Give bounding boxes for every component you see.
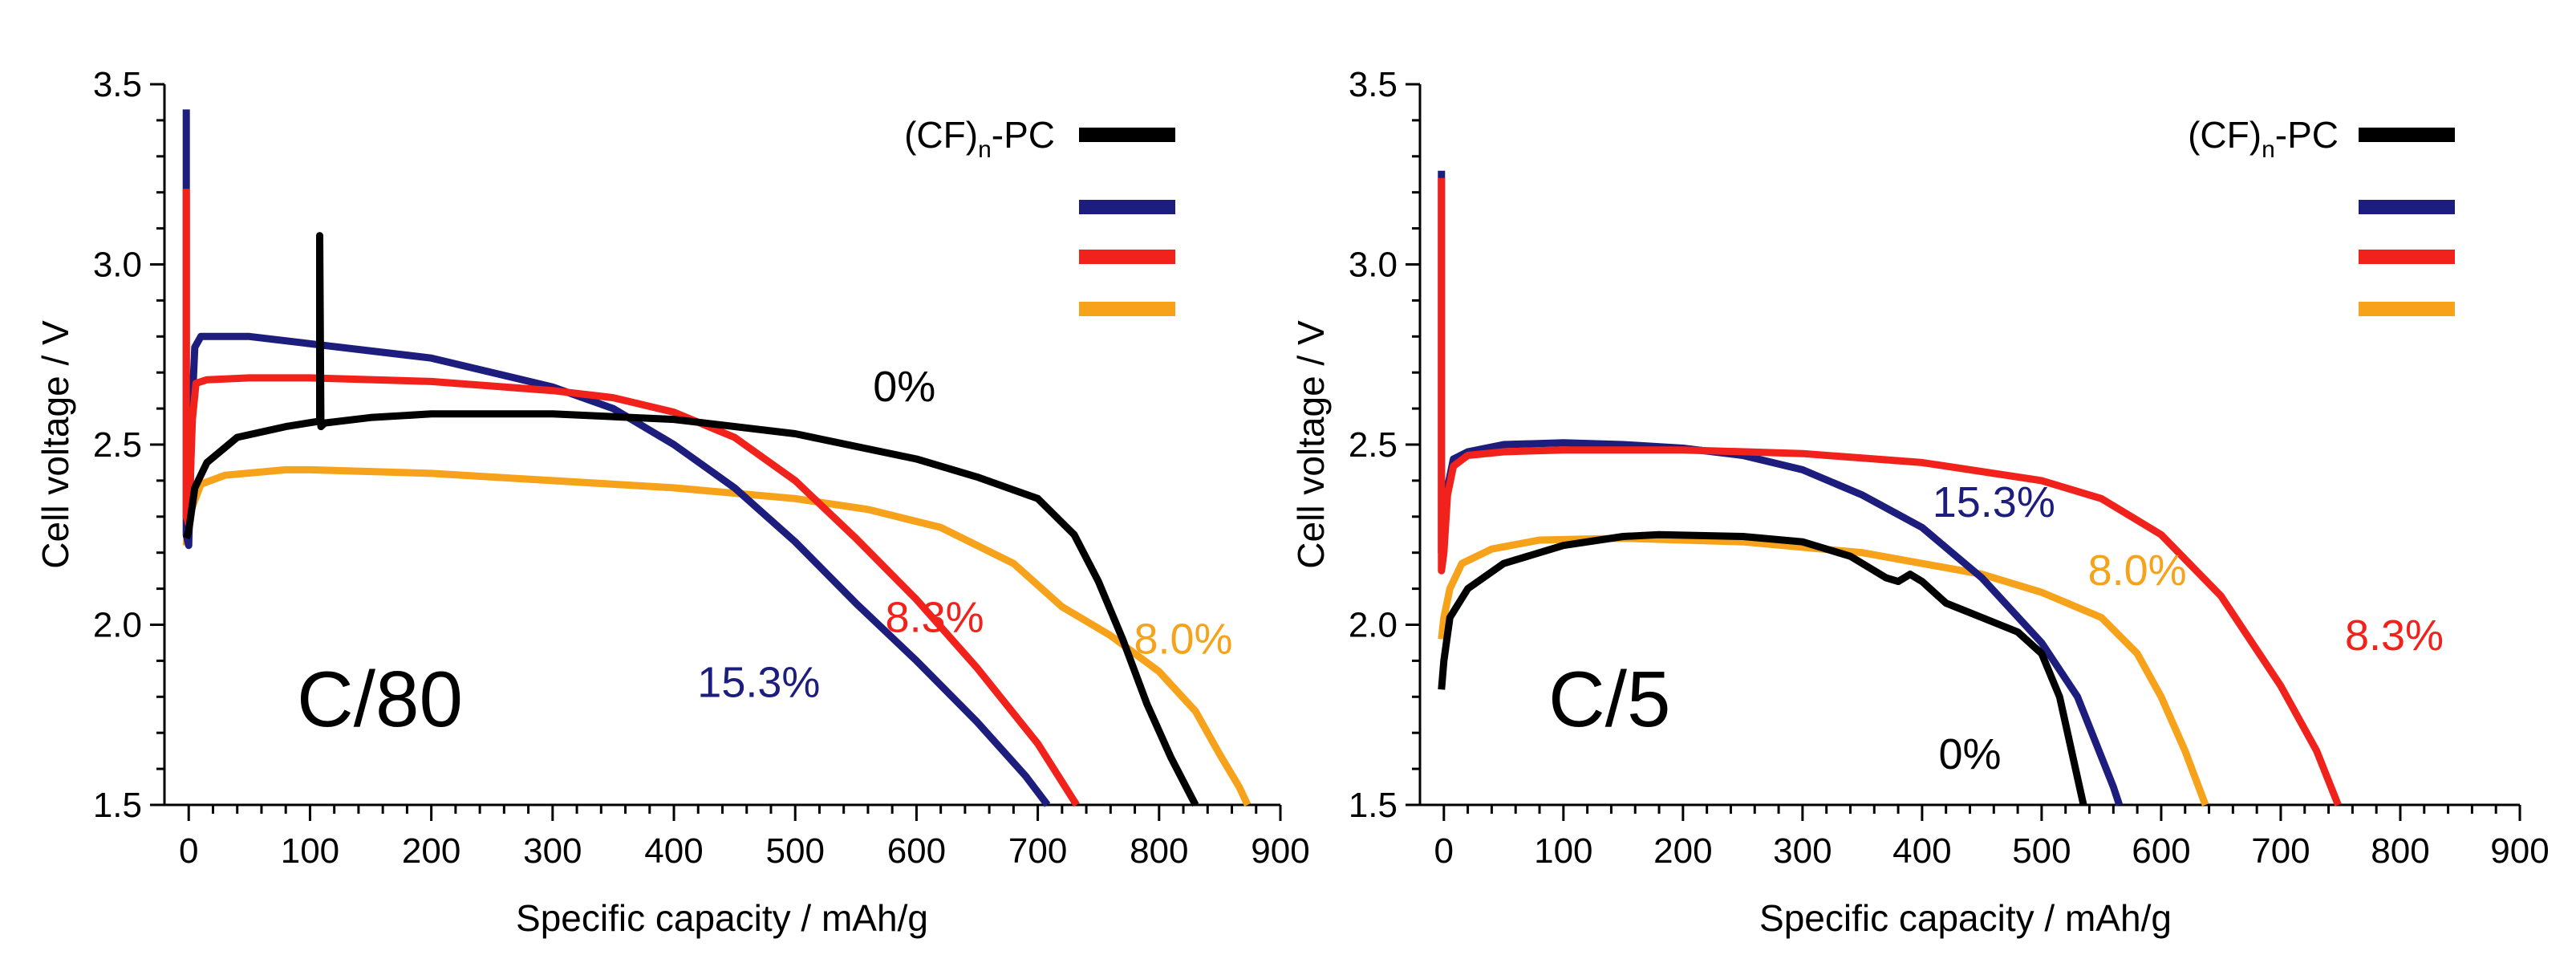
y-axis-title: Cell voltage / V [1290,320,1332,569]
x-tick-label: 200 [1653,831,1712,871]
chart-panel-2: 1.5 2.0 2.5 3.0 3.5 0 100 200 300 400 500 600 700 800… [1290,65,2550,939]
y-tick-label: 2.0 [93,606,142,645]
x-tick-label: 300 [523,831,582,871]
x-tick-label: 400 [644,831,703,871]
legend-label: (CF)n-PC [904,114,1055,163]
x-tick-label: 600 [887,831,946,871]
x-tick-label: 0 [179,831,198,871]
x-tick-label: 700 [1008,831,1067,871]
x-tick-label: 200 [402,831,460,871]
data-label: 8.0% [2088,546,2187,595]
y-axis-title: Cell voltage / V [34,320,76,569]
rate-label: C/5 [1548,655,1671,743]
data-label: 0% [873,363,935,411]
x-tick-label: 900 [1251,831,1309,871]
x-tick-label: 500 [2012,831,2071,871]
x-tick-label: 400 [1892,831,1951,871]
chart-panel-1: 1.5 2.0 2.5 3.0 3.5 0 100 200 300 400 500 600 700 800… [34,65,1310,939]
data-label: 8.3% [886,593,984,641]
y-tick-label: 2.5 [93,425,142,465]
y-tick-label: 2.0 [1349,606,1398,645]
rate-label: C/80 [297,655,463,743]
x-tick-label: 800 [1130,831,1188,871]
data-label: 8.0% [1134,615,1232,663]
y-tick-label: 3.5 [93,65,142,104]
x-tick-label: 100 [281,831,339,871]
x-tick-label: 600 [2132,831,2190,871]
data-label: 15.3% [697,658,820,706]
data-label: 8.3% [2345,611,2444,660]
y-tick-label: 1.5 [93,786,142,825]
series-line [182,465,1251,807]
y-tick-label: 3.0 [93,246,142,285]
x-tick-label: 100 [1534,831,1592,871]
x-tick-label: 900 [2490,831,2549,871]
series-line [1438,177,2342,807]
x-tick-label: 0 [1434,831,1454,871]
x-tick-label: 300 [1773,831,1832,871]
data-label: 15.3% [1933,478,2055,526]
x-axis-title: Specific capacity / mAh/g [516,897,928,939]
y-tick-label: 3.5 [1349,65,1398,104]
data-label: 0% [1938,730,2001,778]
y-tick-label: 3.0 [1349,246,1398,285]
series-line [182,232,1199,807]
series-line [1438,534,2209,807]
legend-label: (CF)n-PC [2188,114,2339,163]
y-tick-label: 2.5 [1349,425,1398,465]
series-line [182,189,1080,807]
y-tick-label: 1.5 [1349,786,1398,825]
x-axis-title: Specific capacity / mAh/g [1759,897,2172,939]
x-tick-label: 700 [2251,831,2310,871]
x-tick-label: 500 [766,831,825,871]
x-tick-label: 800 [2371,831,2429,871]
series-line [1438,530,2087,806]
